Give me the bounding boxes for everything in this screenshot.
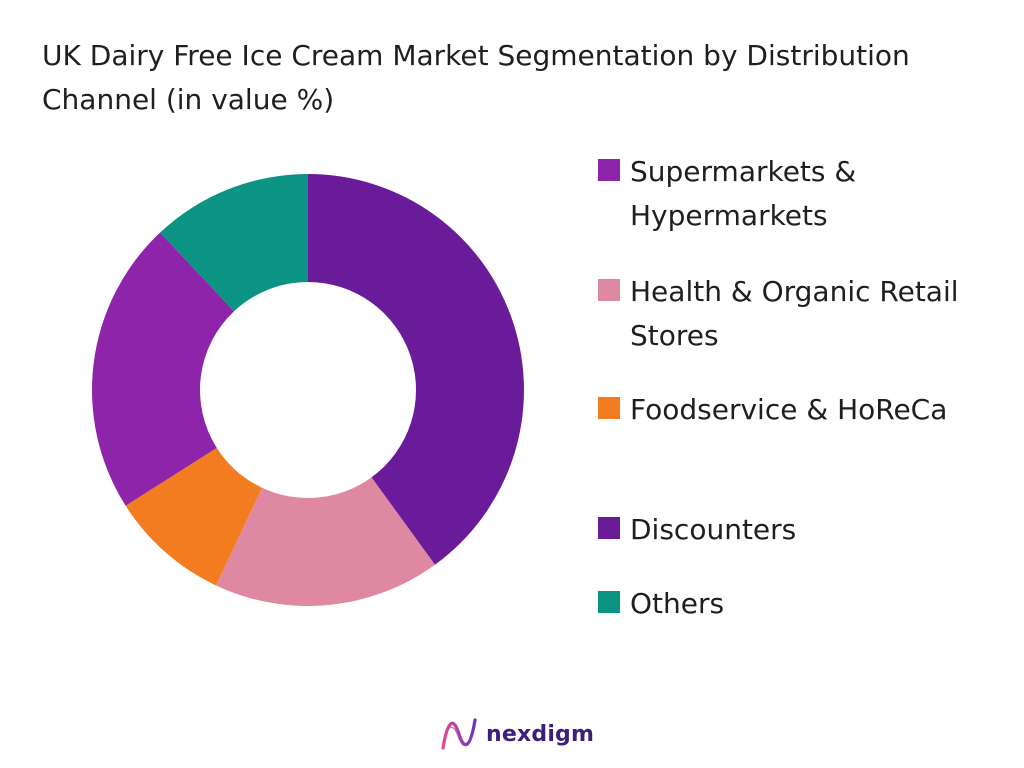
legend-swatch: [598, 397, 620, 419]
legend-swatch: [598, 517, 620, 539]
legend-item-5: Others: [598, 582, 1010, 626]
donut-slice-2: [216, 477, 435, 606]
brand-logo: nexdigm: [440, 716, 594, 752]
legend-swatch: [598, 159, 620, 181]
chart-title: UK Dairy Free Ice Cream Market Segmentat…: [42, 39, 910, 116]
legend-swatch: [598, 591, 620, 613]
legend-label: Others: [630, 587, 725, 620]
legend-label: Foodservice & HoReCa: [630, 393, 948, 426]
nexdigm-wave-logo-icon: [441, 718, 477, 750]
donut-slice-1: [308, 174, 524, 565]
legend-label: Health & Organic Retail Stores: [630, 275, 959, 352]
donut-slice-5: [160, 174, 308, 312]
legend-swatch: [598, 279, 620, 301]
donut-slice-4: [92, 232, 235, 506]
legend-item-1: Supermarkets & Hypermarkets: [598, 150, 1010, 238]
legend-label: Discounters: [630, 513, 797, 546]
legend-item-2: Health & Organic Retail Stores: [598, 270, 1010, 358]
legend-item-3: Foodservice & HoReCa: [598, 388, 1010, 432]
brand-name: nexdigm: [486, 721, 595, 747]
legend-item-4: Discounters: [598, 508, 1010, 552]
legend-label: Supermarkets & Hypermarkets: [630, 155, 857, 232]
donut-slice-3: [125, 447, 263, 586]
